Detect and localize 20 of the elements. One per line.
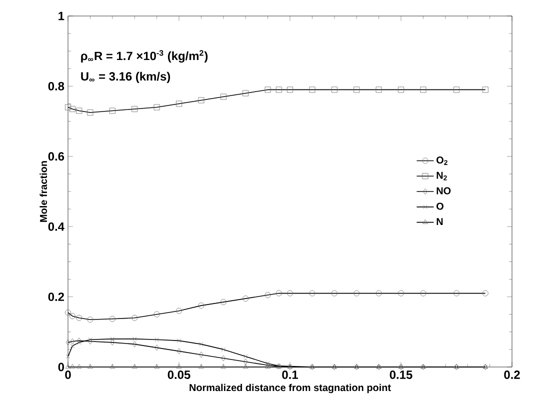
y-tick-label: 0.8 <box>48 82 64 90</box>
y-tick-label: 0 <box>58 362 64 372</box>
legend-label: O <box>436 202 444 210</box>
y-tick-label: 0.2 <box>48 292 64 302</box>
x-axis-title: Normalized distance from stagnation point <box>190 384 391 394</box>
y-tick-label: 0.4 <box>48 222 64 231</box>
y-axis-title: Mole fraction <box>40 161 48 222</box>
legend-label: N$_{2}$ <box>436 172 447 180</box>
annotation: U$_{∞}$ = 3.16 (km/s) <box>81 72 170 83</box>
legend-label: O$_{2}$ <box>436 156 448 165</box>
x-tick-label: 0.2 <box>504 370 520 379</box>
x-tick-label: 0 <box>65 370 71 379</box>
y-tick-label: 0.6 <box>48 152 64 161</box>
legend-label: NO <box>436 187 451 194</box>
annotation: ρ$_{∞}$R = 1.7 ×10$^{-3}$ (kg/m$^{2}$) <box>81 50 208 63</box>
x-tick-label: 0.15 <box>390 370 412 379</box>
x-tick-label: 0.05 <box>168 370 190 379</box>
legend-label: N <box>436 218 443 225</box>
x-tick-label: 0.1 <box>282 370 298 379</box>
y-tick-label: 1 <box>58 12 64 20</box>
